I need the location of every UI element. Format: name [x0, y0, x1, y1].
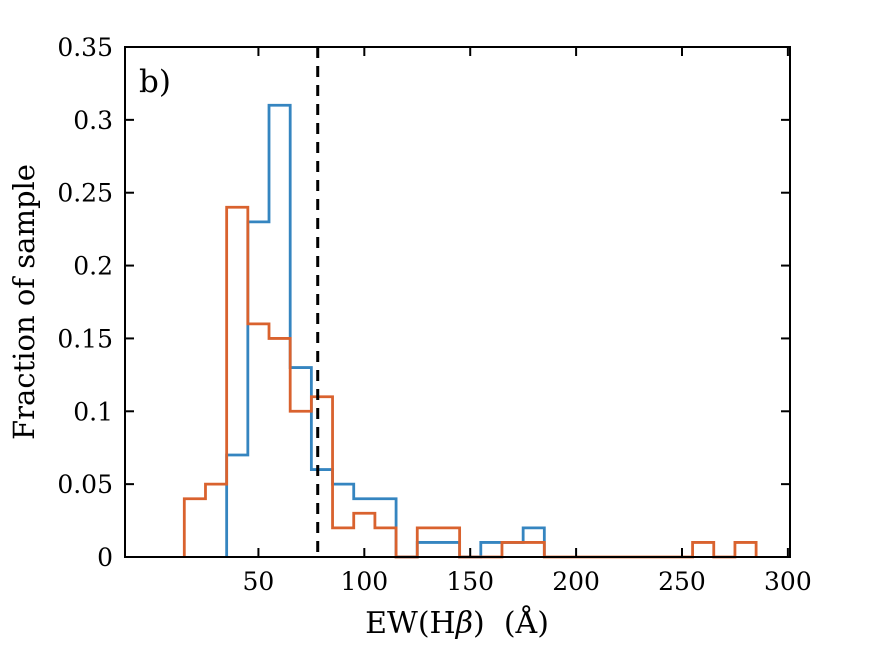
y-tick-label: 0.15 — [57, 324, 113, 353]
axes-box — [124, 46, 791, 558]
x-tick-label: 50 — [243, 567, 275, 596]
orange-histogram — [182, 205, 758, 559]
y-tick-label: 0.05 — [57, 470, 113, 499]
plot-area: 50 100 150 200 250 300 0 0.05 0.1 0.15 0.2 0.25 0.3 0… — [57, 33, 811, 596]
x-tick-label: 250 — [658, 567, 706, 596]
x-axis-label-prefix: EW(H — [365, 606, 456, 641]
panel-label: b) — [139, 64, 171, 100]
y-tick-label: 0.2 — [73, 252, 113, 281]
blue-histogram — [225, 103, 546, 559]
x-axis-label: EW(Hβ) (Å) — [365, 605, 549, 641]
x-tick-label: 200 — [552, 567, 600, 596]
y-tick-label: 0 — [97, 543, 113, 572]
y-tick-label: 0.1 — [73, 397, 113, 426]
y-tick-label: 0.35 — [57, 33, 113, 62]
y-tick-label: 0.3 — [73, 106, 113, 135]
y-tick-label: 0.25 — [57, 179, 113, 208]
x-tick-label: 150 — [446, 567, 494, 596]
x-tick-label: 300 — [764, 567, 812, 596]
x-tick-label: 100 — [340, 567, 388, 596]
x-axis-label-suffix: ) (Å) — [473, 605, 549, 641]
y-axis-label: Fraction of sample — [7, 164, 41, 440]
beta-symbol: β — [455, 606, 473, 641]
